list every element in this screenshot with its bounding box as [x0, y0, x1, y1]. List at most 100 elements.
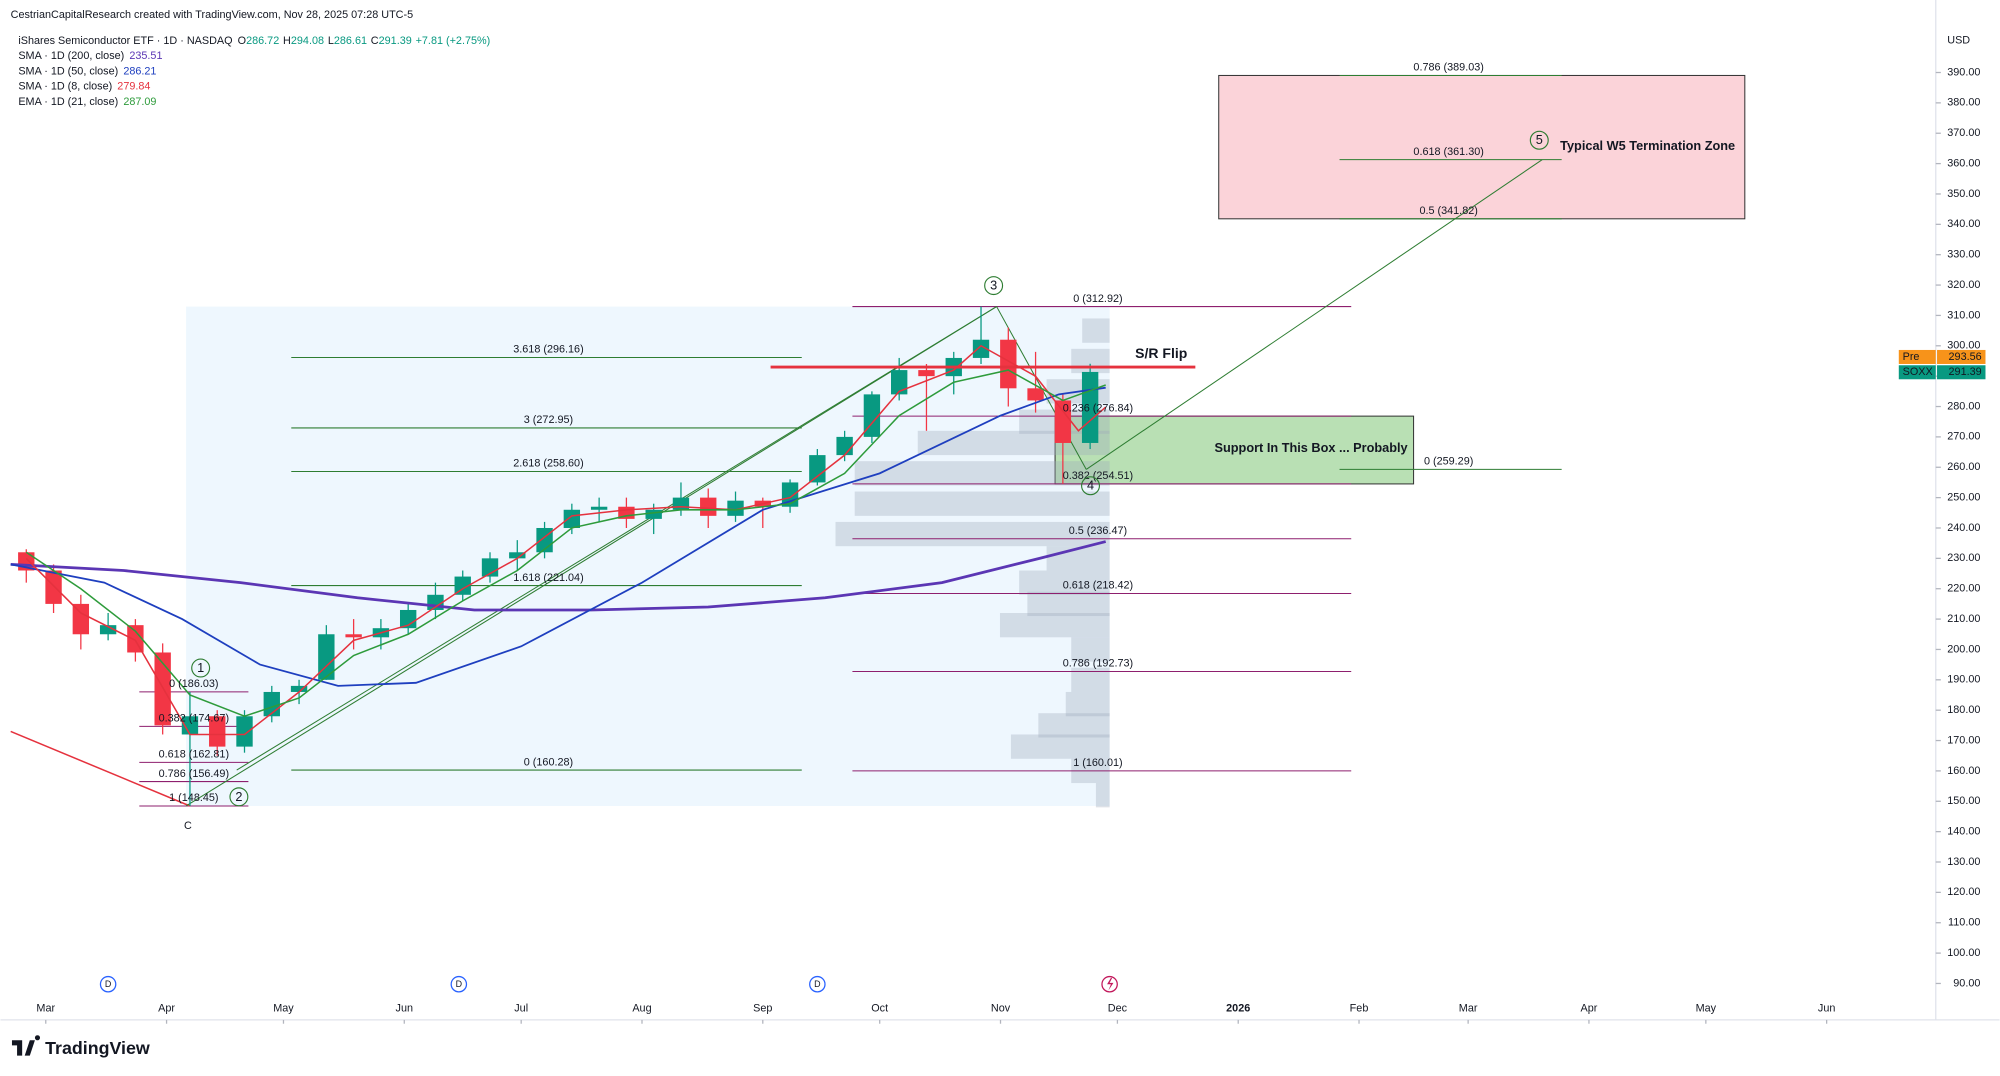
candle-body — [236, 716, 253, 747]
fib-label: 0.5 (236.47) — [1069, 525, 1127, 537]
x-tick-label: Sep — [753, 1002, 772, 1014]
volume-profile-bar — [835, 521, 1110, 547]
fib-label: 3 (272.95) — [524, 414, 573, 426]
candle-body — [290, 685, 308, 692]
wave-circle — [984, 276, 1004, 296]
legend-entry: SMA · 1D (50, close) 286.21 — [18, 65, 156, 77]
fib-label: 1.618 (221.04) — [513, 572, 583, 584]
candle-body — [672, 497, 690, 510]
candle-body — [972, 339, 990, 358]
candle-body — [345, 634, 362, 638]
fib-label: 0.786 (389.03) — [1413, 62, 1483, 74]
candle-body — [1054, 400, 1072, 443]
x-tick-label: Dec — [1108, 1002, 1128, 1014]
legend-value: 287.09 — [123, 96, 156, 108]
y-tick-label: 360.00 — [1947, 157, 1980, 169]
candle-body — [181, 716, 199, 735]
candle-body — [45, 570, 62, 604]
candle-body — [918, 370, 935, 377]
candle-body — [399, 609, 417, 629]
candle-body — [727, 500, 744, 516]
candle-body — [72, 603, 90, 635]
dividend-label: D — [456, 979, 462, 989]
y-tick-label: 240.00 — [1947, 522, 1980, 534]
ohlc-value: 291.39 — [379, 35, 412, 47]
candle-body — [318, 634, 335, 680]
wave-label: C — [184, 820, 192, 832]
price-tag-name: Pre — [1903, 351, 1920, 363]
zone-box — [1218, 74, 1746, 220]
y-tick-label: 180.00 — [1947, 704, 1980, 716]
volume-profile-bar — [1038, 713, 1110, 738]
y-tick-label: 270.00 — [1947, 431, 1980, 443]
fib-label: 1 (160.01) — [1073, 757, 1122, 769]
ohlc-key: C — [371, 35, 379, 47]
y-tick-label: 320.00 — [1947, 279, 1980, 291]
fib-label: 0.786 (192.73) — [1063, 658, 1133, 670]
x-tick-label: May — [273, 1002, 294, 1014]
candle-body — [863, 394, 881, 437]
y-tick-label: 110.00 — [1948, 917, 1980, 929]
price-tag-bg — [1937, 365, 1986, 380]
ohlc-value: 294.08 — [291, 35, 324, 47]
wave-line — [185, 306, 997, 807]
legend-entry: SMA · 1D (8, close) 279.84 — [18, 81, 150, 93]
main-layer — [10, 159, 1543, 807]
wave-label: 4 — [1087, 478, 1094, 493]
earnings-icon — [1107, 977, 1114, 991]
y-tick-label: 300.00 — [1947, 340, 1980, 352]
brand-name: TradingView — [45, 1038, 150, 1058]
y-tick-label: 350.00 — [1947, 188, 1980, 200]
x-tick-label: Jun — [396, 1002, 413, 1014]
wave-label: 2 — [235, 789, 242, 804]
y-tick-label: 140.00 — [1947, 825, 1980, 837]
symbol-line: iShares Semiconductor ETF · 1D · NASDAQ O… — [18, 35, 490, 47]
candle-body — [1000, 339, 1017, 389]
legend-name: EMA · 1D (21, close) — [18, 96, 118, 108]
volume-profile-bar — [1095, 783, 1110, 808]
x-tick-label: Jun — [1818, 1002, 1835, 1014]
legend-value: 279.84 — [117, 81, 150, 93]
y-tick-label: 200.00 — [1947, 643, 1980, 655]
legend-name: SMA · 1D (50, close) — [18, 65, 118, 77]
fib-label: 0.618 (218.42) — [1063, 580, 1133, 592]
candle-body — [563, 509, 581, 528]
y-tick-label: 250.00 — [1947, 491, 1980, 503]
price-tag-name-bg — [1898, 365, 1936, 380]
ohlc-key: O — [238, 35, 246, 47]
candle-body — [209, 716, 226, 747]
legend-entry: EMA · 1D (21, close) 287.09 — [18, 96, 156, 108]
candle-body — [509, 552, 526, 559]
y-tick-label: 150.00 — [1947, 795, 1980, 807]
volume-profile-bar — [854, 491, 1110, 516]
moving-average — [25, 369, 1106, 718]
symbol: iShares Semiconductor ETF · 1D · NASDAQ — [18, 35, 232, 47]
wave-label: 5 — [1536, 132, 1543, 147]
x-tick-label: 2026 — [1226, 1002, 1250, 1014]
fib-label: 0 (312.92) — [1073, 293, 1122, 305]
change: +7.81 (+2.75%) — [416, 35, 491, 47]
dividend-marker — [809, 975, 826, 993]
volume-profile-bar — [1071, 637, 1110, 662]
fib-label: 0 (160.28) — [524, 756, 573, 768]
y-tick-label: 330.00 — [1947, 249, 1980, 261]
y-tick-label: 370.00 — [1947, 127, 1980, 139]
x-tick-label: Apr — [158, 1002, 175, 1014]
fib-label: 0.618 (162.81) — [159, 749, 229, 761]
price-tag-name: SOXX — [1903, 366, 1933, 378]
x-tick-label: Jul — [514, 1002, 528, 1014]
y-tick-label: 280.00 — [1947, 400, 1980, 412]
range-box — [186, 306, 1110, 806]
volume-profile-bar — [1027, 591, 1110, 617]
fib-label: 1 (148.45) — [169, 792, 218, 804]
y-tick-label: 260.00 — [1947, 461, 1980, 473]
legend-entry: SMA · 1D (200, close) 235.51 — [18, 50, 162, 62]
trend-line — [10, 730, 191, 807]
front-layer: SMA · 1D (200, close) 235.51 SMA · 1D (50,… — [18, 50, 1986, 1024]
y-tick-label: 120.00 — [1947, 886, 1980, 898]
price-tag-name-bg — [1898, 349, 1936, 364]
y-tick-label: 190.00 — [1947, 674, 1980, 686]
candle-body — [1027, 388, 1044, 401]
y-tick-label: 90.00 — [1953, 977, 1980, 989]
